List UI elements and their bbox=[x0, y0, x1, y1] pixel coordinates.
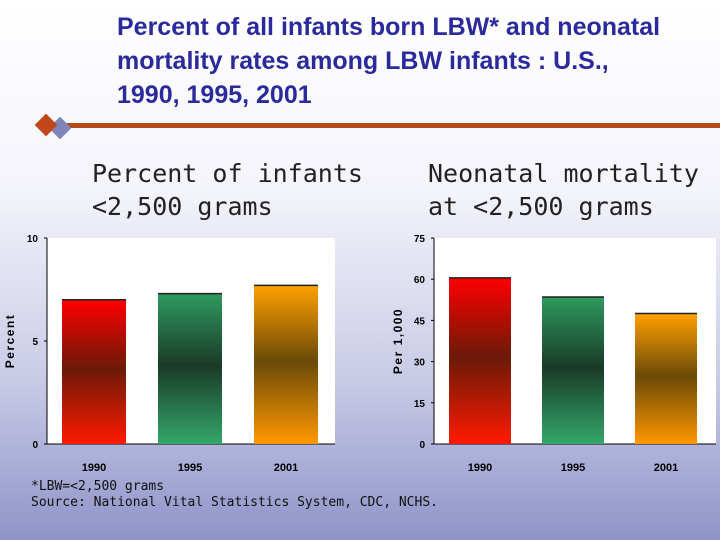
title-divider bbox=[50, 123, 720, 128]
y-tick-label: 10 bbox=[27, 234, 39, 245]
y-tick-label: 45 bbox=[414, 316, 426, 327]
right-chart-title: Neonatal mortality at <2,500 grams bbox=[428, 159, 699, 221]
left-chart-title: Percent of infants <2,500 grams bbox=[92, 159, 363, 221]
left-chart: 0 5 10 Percent 1990 1995 2001 bbox=[3, 234, 335, 474]
x-tick-label: 1990 bbox=[82, 462, 106, 474]
source-note: Source: National Vital Statistics System… bbox=[31, 495, 438, 510]
x-tick-label: 1995 bbox=[178, 462, 202, 474]
bar-2001 bbox=[254, 285, 318, 444]
y-tick-label: 30 bbox=[414, 358, 426, 369]
y-tick-label: 75 bbox=[414, 234, 426, 245]
y-tick-label: 60 bbox=[414, 275, 426, 286]
y-axis-label: Per 1,000 bbox=[391, 308, 405, 374]
y-axis-label: Percent bbox=[3, 314, 17, 369]
bar-1995 bbox=[542, 297, 604, 444]
y-tick-label: 5 bbox=[32, 337, 38, 348]
page-title: Percent of all infants born LBW* and neo… bbox=[117, 13, 661, 109]
bar-1990 bbox=[449, 277, 511, 444]
y-tick-label: 0 bbox=[419, 440, 425, 451]
y-tick-label: 15 bbox=[414, 399, 426, 410]
x-tick-label: 1990 bbox=[468, 462, 492, 474]
bar-1990 bbox=[62, 299, 126, 444]
footnote: *LBW=<2,500 grams bbox=[31, 479, 165, 494]
x-tick-label: 1995 bbox=[561, 462, 585, 474]
bar-1995 bbox=[158, 293, 222, 444]
right-chart: 0 15 30 45 60 75 Per 1,000 1990 1995 2001 bbox=[391, 234, 716, 474]
y-tick-label: 0 bbox=[32, 440, 38, 451]
x-tick-label: 2001 bbox=[654, 462, 678, 474]
x-tick-label: 2001 bbox=[274, 462, 298, 474]
bar-2001 bbox=[635, 313, 697, 444]
